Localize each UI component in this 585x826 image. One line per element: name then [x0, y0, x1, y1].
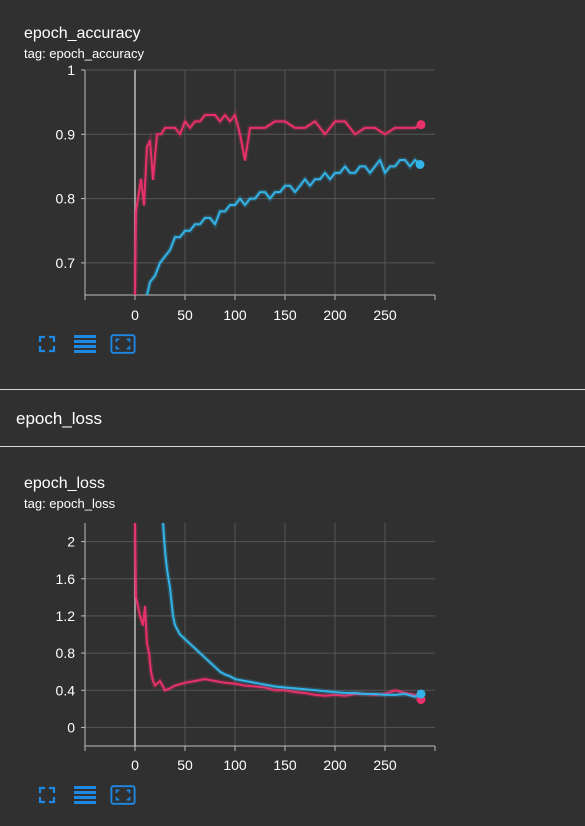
fit-domain-icon: [110, 785, 136, 805]
data-table-button[interactable]: [72, 333, 98, 355]
data-table-icon: [74, 335, 96, 353]
x-tick-label: 50: [177, 757, 193, 773]
data-table-button[interactable]: [72, 784, 98, 806]
fullscreen-icon: [38, 786, 56, 804]
series-raw-line: [132, 522, 423, 702]
x-tick-label: 200: [323, 307, 347, 323]
chart-toolbar: [34, 784, 148, 806]
series-line[interactable]: [134, 522, 422, 701]
y-tick-label: 0.8: [56, 645, 76, 661]
series-raw-line: [144, 154, 422, 295]
section-divider-top: [0, 389, 585, 390]
fit-domain-button[interactable]: [110, 784, 136, 806]
series-raw-line: [132, 109, 423, 295]
fit-domain-button[interactable]: [110, 333, 136, 355]
y-tick-label: 0.4: [56, 682, 76, 698]
x-tick-label: 250: [373, 757, 397, 773]
fullscreen-button[interactable]: [34, 784, 60, 806]
accuracy-chart[interactable]: 0.7 0.8 0.9 1 0 50 100 150 200 250: [0, 0, 585, 330]
x-tick-label: 150: [273, 307, 297, 323]
y-tick-label: 0.8: [56, 191, 76, 207]
x-tick-label: 100: [223, 307, 247, 323]
series-raw-line: [160, 522, 423, 700]
chart-title: epoch_loss: [24, 475, 105, 492]
y-tick-label: 1: [67, 62, 75, 78]
y-tick-label: 0.9: [56, 126, 76, 142]
loss-chart[interactable]: 0 0.4 0.8 1.2 1.6 2 0 50 100 150 200 250: [0, 447, 585, 780]
series-end-point[interactable]: [416, 120, 426, 130]
x-tick-label: 50: [177, 307, 193, 323]
fit-domain-icon: [110, 334, 136, 354]
series-line[interactable]: [162, 522, 422, 698]
x-tick-label: 250: [373, 307, 397, 323]
x-tick-label: 0: [131, 307, 139, 323]
series-end-point[interactable]: [415, 160, 425, 169]
y-tick-label: 1.2: [56, 608, 76, 624]
series-line[interactable]: [146, 159, 421, 295]
fullscreen-icon: [38, 335, 56, 353]
y-tick-label: 0: [67, 719, 75, 735]
chart-title: epoch_accuracy: [24, 25, 141, 42]
section-divider-bottom: [0, 446, 585, 447]
chart-tag: tag: epoch_loss: [24, 496, 116, 511]
data-table-icon: [74, 786, 96, 804]
chart-card-accuracy: epoch_accuracy tag: epoch_accuracy 0.7 0.…: [0, 0, 585, 388]
x-tick-label: 150: [273, 757, 297, 773]
x-tick-label: 200: [323, 757, 347, 773]
y-tick-label: 0.7: [56, 255, 76, 271]
x-tick-label: 100: [223, 757, 247, 773]
series-end-point[interactable]: [416, 689, 426, 699]
y-tick-label: 1.6: [56, 571, 76, 587]
chart-toolbar: [34, 333, 148, 355]
fullscreen-button[interactable]: [34, 333, 60, 355]
x-tick-label: 0: [131, 757, 139, 773]
y-tick-label: 2: [67, 534, 75, 550]
chart-card-loss: epoch_loss tag: epoch_loss 0 0.4 0.8 1.2 1.6…: [0, 447, 585, 826]
section-title[interactable]: epoch_loss: [16, 409, 103, 428]
chart-tag: tag: epoch_accuracy: [24, 46, 144, 61]
series-line[interactable]: [134, 114, 422, 295]
